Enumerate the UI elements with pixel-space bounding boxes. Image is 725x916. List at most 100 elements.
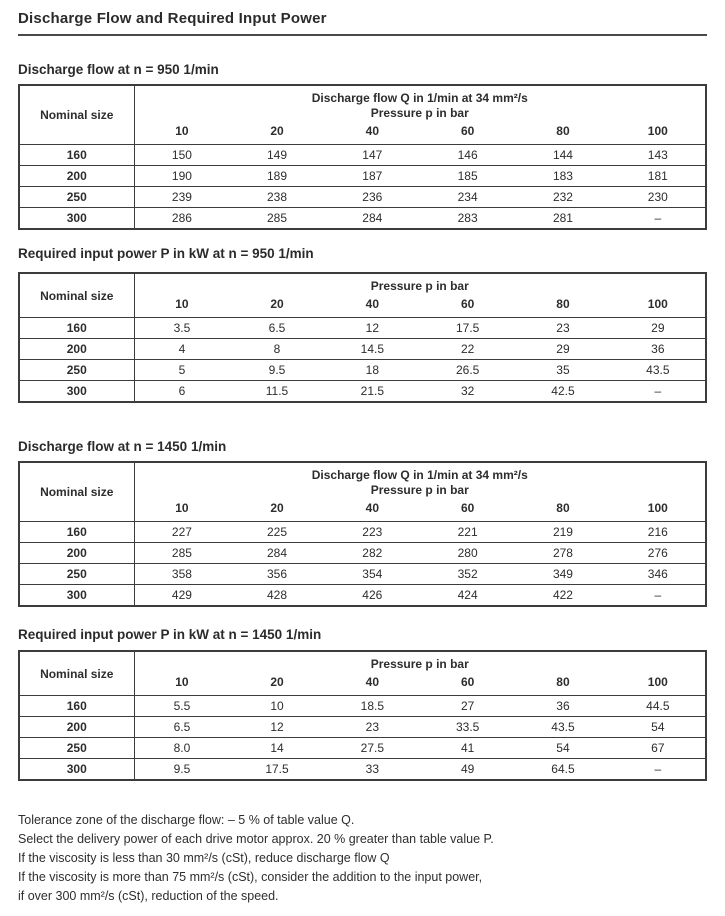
table-row-size-160: 160 3.5 6.5 12 17.5 23 29 bbox=[19, 317, 706, 339]
data-value: 43.5 bbox=[515, 716, 611, 738]
data-value: 18 bbox=[324, 359, 420, 381]
note-delivery-power: Select the delivery power of each drive … bbox=[18, 832, 494, 846]
data-value: 185 bbox=[419, 165, 516, 187]
data-value: 26.5 bbox=[419, 359, 516, 381]
nominal-size-value: 250 bbox=[19, 737, 135, 759]
pressure-value: 60 bbox=[460, 297, 475, 311]
data-value: – bbox=[610, 758, 706, 780]
data-value: 286 bbox=[134, 207, 230, 229]
nominal-size-value: 160 bbox=[19, 317, 135, 339]
data-value: 428 bbox=[229, 584, 325, 606]
data-value: 216 bbox=[610, 521, 706, 543]
data-value: 54 bbox=[610, 716, 706, 738]
pressure-value: 100 bbox=[647, 501, 668, 515]
data-value: 225 bbox=[229, 521, 325, 543]
nominal-size-value: 200 bbox=[19, 165, 135, 187]
nominal-size-value: 200 bbox=[19, 542, 135, 564]
table-row-size-250: 250 8.0 14 27.5 41 54 67 bbox=[19, 737, 706, 759]
pressure-header: Pressure p in bar bbox=[134, 651, 706, 672]
pressure-value: 100 bbox=[647, 124, 668, 138]
nominal-size-label: Nominal size bbox=[19, 273, 135, 318]
section-discharge-flow-950: Discharge flow at n = 950 1/min Nominal … bbox=[18, 62, 707, 230]
pressure-values-row: 10 20 40 60 80 100 bbox=[19, 498, 706, 522]
pressure-value: 40 bbox=[365, 501, 379, 515]
pressure-value: 40 bbox=[365, 124, 379, 138]
pressure-header-line-1: Pressure p in bar bbox=[370, 279, 469, 293]
table-row-size-300: 300 9.5 17.5 33 49 64.5– bbox=[19, 758, 706, 780]
data-value: – bbox=[610, 380, 706, 402]
pressure-value: 10 bbox=[175, 124, 189, 138]
pressure-value: 20 bbox=[270, 297, 284, 311]
data-value: 146 bbox=[419, 144, 516, 166]
data-value: 284 bbox=[324, 207, 420, 229]
data-value: 8 bbox=[229, 338, 325, 360]
data-value: 280 bbox=[419, 542, 516, 564]
data-value: 285 bbox=[229, 207, 325, 229]
table-heading: Discharge flow at n = 950 1/min bbox=[18, 62, 219, 77]
data-value: 234 bbox=[419, 186, 516, 208]
pressure-value: 80 bbox=[556, 501, 570, 515]
table-row-size-200: 200 4 8 14.5 22 29 36 bbox=[19, 338, 706, 360]
data-value: 150 bbox=[134, 144, 230, 166]
pressure-header: Pressure p in bar bbox=[134, 273, 706, 294]
pressure-header-line-1: Discharge flow Q in 1/min at 34 mm²/s bbox=[311, 91, 528, 105]
table-row-size-300: 300 429 428 426 424 422– bbox=[19, 584, 706, 606]
data-value: 349 bbox=[515, 563, 611, 585]
table-row-size-300: 300 286 285 284 283 281– bbox=[19, 207, 706, 229]
pressure-value: 40 bbox=[365, 675, 379, 689]
data-value: 10 bbox=[229, 695, 325, 717]
pressure-header-line-1: Pressure p in bar bbox=[370, 657, 469, 671]
table-header-row: Nominal size Pressure p in bar bbox=[19, 273, 706, 318]
data-value: 54 bbox=[515, 737, 611, 759]
table-row-size-250: 250 5 9.5 18 26.5 35 43.5 bbox=[19, 359, 706, 381]
data-value: 9.5 bbox=[229, 359, 325, 381]
pressure-values-row: 10 20 40 60 80 100 bbox=[19, 672, 706, 696]
data-value: 17.5 bbox=[229, 758, 325, 780]
data-value: 23 bbox=[515, 317, 611, 339]
pressure-value: 10 bbox=[175, 501, 189, 515]
pressure-value: 100 bbox=[647, 297, 668, 311]
nominal-size-label: Nominal size bbox=[19, 85, 135, 145]
data-value: 227 bbox=[134, 521, 230, 543]
data-value: 285 bbox=[134, 542, 230, 564]
pressure-value: 80 bbox=[556, 124, 570, 138]
data-value: 6.5 bbox=[229, 317, 325, 339]
input-power-950-table: Nominal size Pressure p in bar 10 20 40 60 80 1… bbox=[18, 272, 707, 403]
data-value: 426 bbox=[324, 584, 420, 606]
data-value: 356 bbox=[229, 563, 325, 585]
note-viscosity-high: If the viscosity is more than 75 mm²/s (… bbox=[18, 870, 483, 884]
data-value: 33.5 bbox=[419, 716, 516, 738]
nominal-size-value: 300 bbox=[19, 584, 135, 606]
data-value: 67 bbox=[610, 737, 706, 759]
data-value: 29 bbox=[610, 317, 706, 339]
table-row-size-200: 200 285 284 282 280 278 276 bbox=[19, 542, 706, 564]
table-row-size-300: 300 6 11.5 21.5 32 42.5– bbox=[19, 380, 706, 402]
data-value: 42.5 bbox=[515, 380, 611, 402]
data-value: 230 bbox=[610, 186, 706, 208]
data-value: 36 bbox=[515, 695, 611, 717]
data-value: 3.5 bbox=[134, 317, 230, 339]
data-value: 22 bbox=[419, 338, 516, 360]
nominal-size-value: 160 bbox=[19, 695, 135, 717]
data-value: 23 bbox=[324, 716, 420, 738]
nominal-size-value: 300 bbox=[19, 207, 135, 229]
data-value: 27.5 bbox=[324, 737, 420, 759]
pressure-header-line-1: Discharge flow Q in 1/min at 34 mm²/s bbox=[311, 468, 528, 482]
data-value: 4 bbox=[134, 338, 230, 360]
data-value: 424 bbox=[419, 584, 516, 606]
page-title: Discharge Flow and Required Input Power bbox=[18, 8, 707, 36]
nominal-size-value: 250 bbox=[19, 359, 135, 381]
pressure-values-row: 10 20 40 60 80 100 bbox=[19, 121, 706, 145]
data-value: 149 bbox=[229, 144, 325, 166]
data-value: 189 bbox=[229, 165, 325, 187]
data-value: 183 bbox=[515, 165, 611, 187]
data-value: 12 bbox=[229, 716, 325, 738]
data-value: 5 bbox=[134, 359, 230, 381]
data-value: – bbox=[610, 207, 706, 229]
data-value: 278 bbox=[515, 542, 611, 564]
pressure-value: 20 bbox=[270, 501, 284, 515]
data-value: 281 bbox=[515, 207, 611, 229]
pressure-header: Discharge flow Q in 1/min at 34 mm²/s Pre… bbox=[134, 462, 706, 498]
data-value: 352 bbox=[419, 563, 516, 585]
